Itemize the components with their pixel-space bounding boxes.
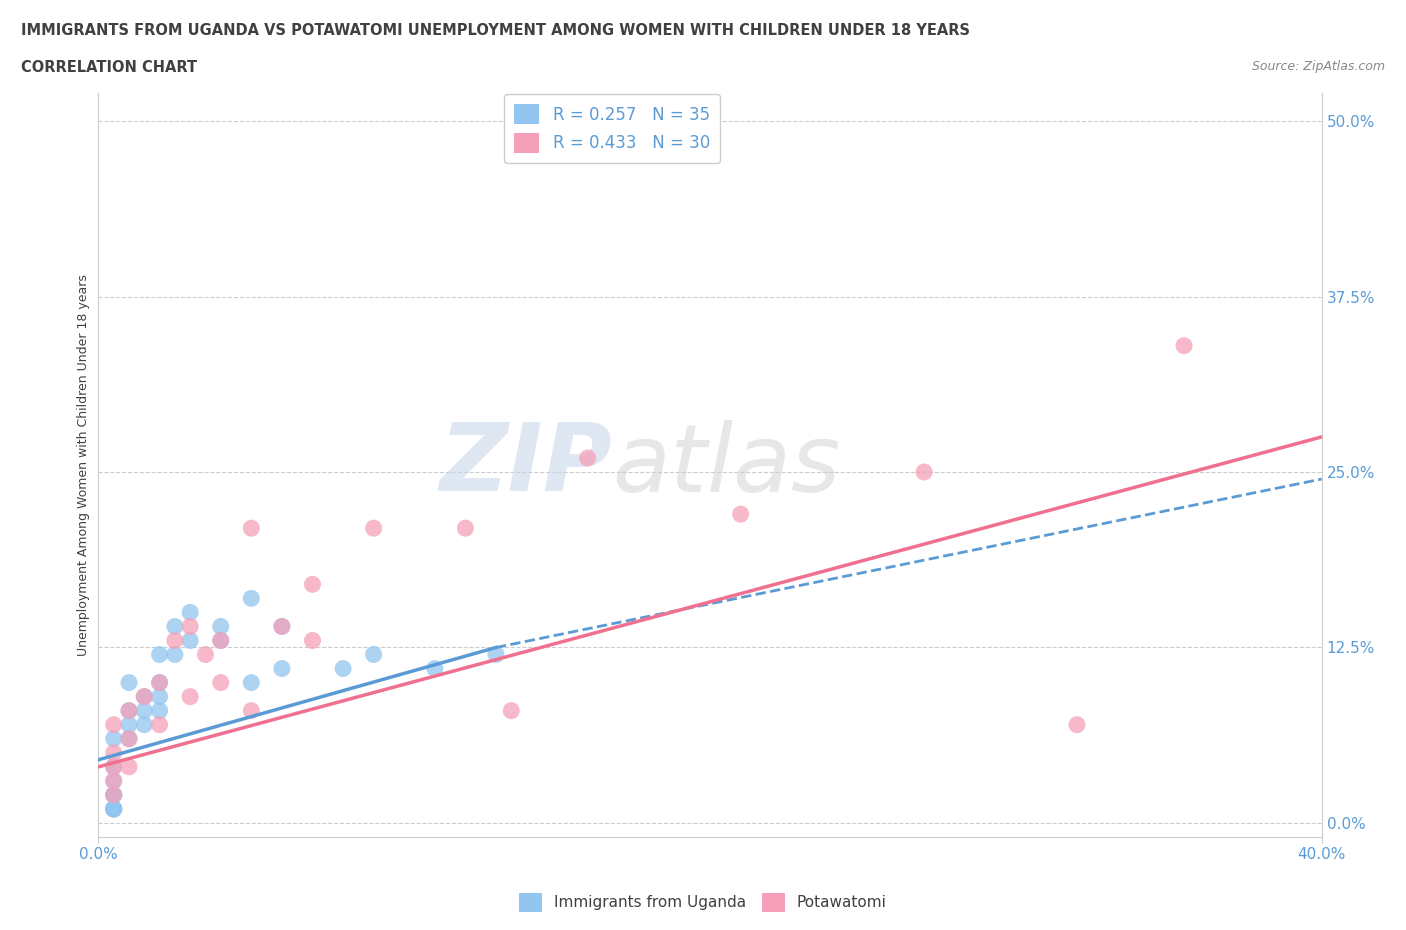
- Point: [103, 788, 125, 803]
- Point: [103, 760, 125, 775]
- Point: [118, 675, 141, 690]
- Point: [134, 689, 156, 704]
- Point: [1173, 339, 1195, 353]
- Point: [149, 675, 172, 690]
- Point: [103, 774, 125, 789]
- Point: [209, 633, 232, 648]
- Point: [270, 661, 292, 676]
- Legend: Immigrants from Uganda, Potawatomi: Immigrants from Uganda, Potawatomi: [513, 887, 893, 918]
- Point: [240, 591, 263, 605]
- Point: [270, 619, 292, 634]
- Text: ZIP: ZIP: [439, 419, 612, 511]
- Point: [149, 689, 172, 704]
- Point: [103, 717, 125, 732]
- Point: [118, 703, 141, 718]
- Point: [179, 633, 201, 648]
- Point: [118, 731, 141, 746]
- Text: CORRELATION CHART: CORRELATION CHART: [21, 60, 197, 75]
- Point: [240, 675, 263, 690]
- Point: [363, 521, 385, 536]
- Point: [454, 521, 477, 536]
- Point: [134, 689, 156, 704]
- Point: [485, 647, 508, 662]
- Point: [103, 731, 125, 746]
- Point: [209, 675, 232, 690]
- Point: [118, 731, 141, 746]
- Point: [149, 717, 172, 732]
- Point: [270, 619, 292, 634]
- Point: [423, 661, 446, 676]
- Point: [501, 703, 523, 718]
- Point: [730, 507, 752, 522]
- Text: atlas: atlas: [612, 419, 841, 511]
- Point: [118, 760, 141, 775]
- Point: [209, 619, 232, 634]
- Point: [163, 647, 186, 662]
- Point: [134, 703, 156, 718]
- Point: [163, 619, 186, 634]
- Point: [149, 647, 172, 662]
- Point: [363, 647, 385, 662]
- Point: [912, 465, 935, 480]
- Point: [103, 788, 125, 803]
- Point: [134, 717, 156, 732]
- Point: [103, 788, 125, 803]
- Point: [118, 703, 141, 718]
- Point: [240, 703, 263, 718]
- Legend: R = 0.257   N = 35, R = 0.433   N = 30: R = 0.257 N = 35, R = 0.433 N = 30: [505, 94, 720, 163]
- Point: [194, 647, 217, 662]
- Point: [209, 633, 232, 648]
- Point: [103, 774, 125, 789]
- Point: [103, 802, 125, 817]
- Point: [179, 604, 201, 619]
- Point: [179, 689, 201, 704]
- Point: [103, 760, 125, 775]
- Point: [103, 802, 125, 817]
- Point: [103, 802, 125, 817]
- Point: [103, 745, 125, 760]
- Point: [301, 633, 323, 648]
- Point: [301, 577, 323, 591]
- Text: Source: ZipAtlas.com: Source: ZipAtlas.com: [1251, 60, 1385, 73]
- Point: [103, 802, 125, 817]
- Point: [240, 521, 263, 536]
- Text: IMMIGRANTS FROM UGANDA VS POTAWATOMI UNEMPLOYMENT AMONG WOMEN WITH CHILDREN UNDE: IMMIGRANTS FROM UGANDA VS POTAWATOMI UNE…: [21, 23, 970, 38]
- Point: [103, 802, 125, 817]
- Point: [149, 703, 172, 718]
- Point: [1066, 717, 1088, 732]
- Point: [576, 450, 599, 465]
- Point: [332, 661, 354, 676]
- Point: [163, 633, 186, 648]
- Point: [179, 619, 201, 634]
- Point: [118, 717, 141, 732]
- Y-axis label: Unemployment Among Women with Children Under 18 years: Unemployment Among Women with Children U…: [77, 274, 90, 656]
- Point: [149, 675, 172, 690]
